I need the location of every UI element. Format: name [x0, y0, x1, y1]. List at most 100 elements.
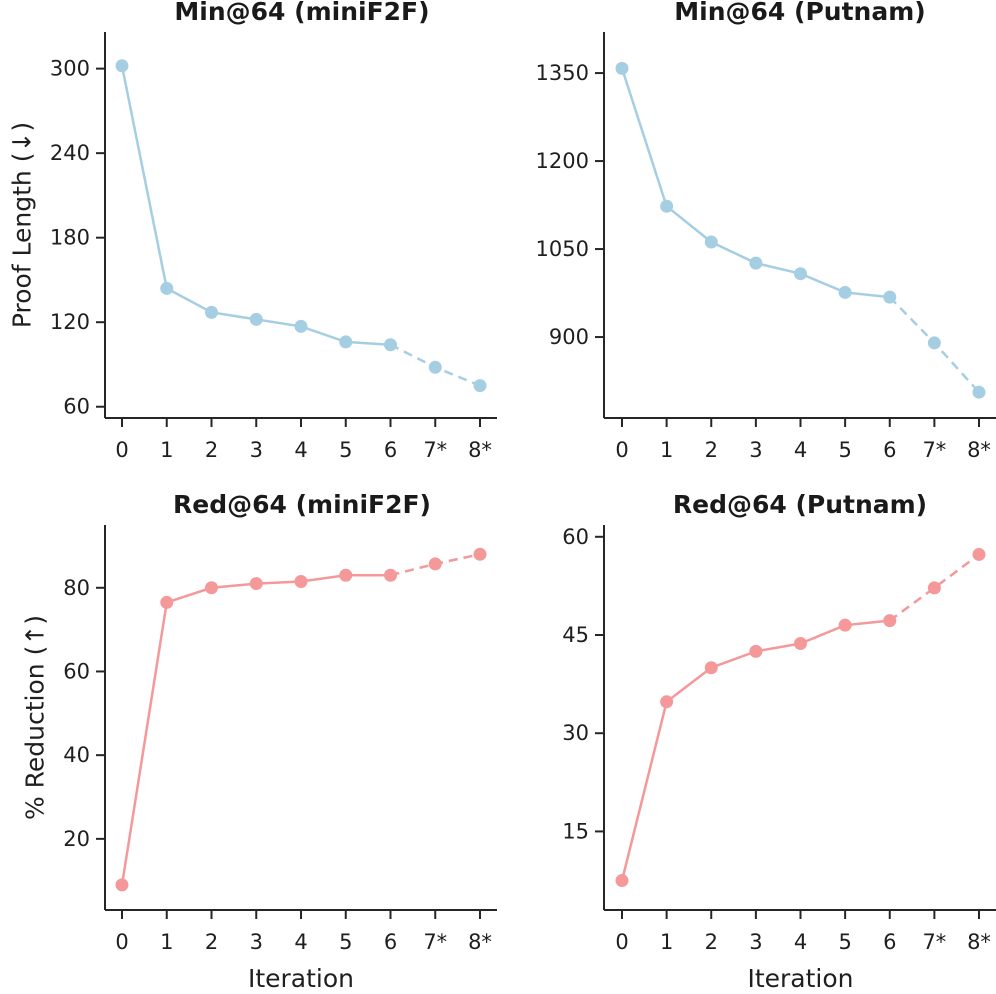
- data-point: [205, 581, 218, 595]
- y-tick-label: 45: [562, 623, 589, 647]
- y-tick-label: 1050: [536, 237, 589, 261]
- data-point: [339, 568, 353, 582]
- data-point: [205, 305, 218, 319]
- x-tick-label: 2: [705, 438, 718, 462]
- x-tick-label: 1: [660, 930, 673, 954]
- data-point: [249, 312, 263, 326]
- data-point: [160, 595, 174, 609]
- x-tick-label: 3: [250, 438, 263, 462]
- x-axis-label: Iteration: [747, 964, 853, 993]
- y-tick-label: 900: [549, 325, 589, 349]
- x-tick-label: 8*: [967, 930, 991, 954]
- x-tick-label: 6: [883, 930, 896, 954]
- series-line-solid: [120, 65, 391, 346]
- data-point: [294, 319, 308, 333]
- x-tick-label: 4: [794, 930, 807, 954]
- x-tick-label: 5: [339, 930, 352, 954]
- data-point: [384, 568, 397, 582]
- data-point: [339, 335, 353, 349]
- panel-title: Red@64 (Putnam): [673, 490, 927, 519]
- x-tick-label: 8*: [468, 438, 492, 462]
- data-point: [838, 285, 852, 299]
- x-tick-label: 5: [838, 438, 851, 462]
- x-tick-label: 0: [615, 438, 628, 462]
- x-tick-label: 5: [838, 930, 851, 954]
- x-tick-label: 6: [384, 438, 397, 462]
- x-tick-label: 5: [339, 438, 352, 462]
- x-tick-label: 4: [794, 438, 807, 462]
- x-tick-label: 8*: [967, 438, 991, 462]
- data-point: [115, 59, 129, 73]
- y-tick-label: 60: [562, 525, 589, 549]
- data-point: [794, 637, 807, 651]
- data-point: [428, 360, 442, 374]
- data-point: [972, 385, 986, 399]
- y-tick-label: 30: [562, 721, 589, 745]
- x-tick-label: 0: [115, 438, 128, 462]
- x-tick-label: 2: [205, 438, 218, 462]
- y-tick-label: 300: [50, 57, 90, 81]
- y-axis-label: % Reduction (↑): [21, 615, 50, 820]
- x-tick-label: 1: [660, 438, 673, 462]
- series-line-solid: [620, 619, 890, 881]
- y-tick-label: 15: [562, 819, 589, 843]
- x-tick-label: 6: [883, 438, 896, 462]
- data-point: [473, 547, 487, 561]
- y-tick-label: 1350: [536, 61, 589, 85]
- y-tick-label: 40: [63, 743, 90, 767]
- data-point: [883, 614, 897, 628]
- data-point: [384, 338, 397, 352]
- x-tick-label: 4: [294, 930, 307, 954]
- x-tick-label: 0: [115, 930, 128, 954]
- data-point: [615, 61, 629, 75]
- data-point: [660, 695, 674, 709]
- panel-min-minif2f: Min@64 (miniF2F) Proof Length (↓) 601201…: [8, 0, 497, 462]
- y-tick-label: 60: [63, 395, 90, 419]
- data-point: [428, 557, 442, 571]
- x-tick-label: 6: [384, 930, 397, 954]
- x-tick-label: 2: [705, 930, 718, 954]
- data-point: [927, 581, 941, 595]
- panel-title: Min@64 (Putnam): [674, 0, 925, 26]
- x-tick-label: 8*: [468, 930, 492, 954]
- x-tick-label: 7*: [423, 438, 447, 462]
- y-axis-label: Proof Length (↓): [8, 122, 37, 328]
- y-tick-label: 1200: [536, 149, 589, 173]
- data-point: [660, 199, 674, 213]
- x-tick-label: 3: [250, 930, 263, 954]
- x-tick-label: 3: [749, 930, 762, 954]
- series-line-dashed: [889, 553, 980, 622]
- data-point: [704, 661, 718, 675]
- data-point: [927, 336, 941, 350]
- panel-title: Red@64 (miniF2F): [173, 490, 431, 519]
- x-axis-label: Iteration: [248, 964, 354, 993]
- data-point: [473, 379, 487, 393]
- x-tick-label: 2: [205, 930, 218, 954]
- panel-title: Min@64 (miniF2F): [174, 0, 429, 26]
- x-tick-label: 7*: [423, 930, 447, 954]
- x-tick-label: 1: [160, 930, 173, 954]
- y-tick-label: 80: [63, 576, 90, 600]
- panel-red-minif2f: Red@64 (miniF2F) % Reduction (↑) Iterati…: [21, 490, 497, 993]
- y-tick-label: 20: [63, 827, 90, 851]
- data-point: [294, 574, 308, 588]
- data-point: [160, 281, 174, 295]
- x-tick-label: 0: [615, 930, 628, 954]
- y-tick-label: 120: [50, 310, 90, 334]
- data-point: [883, 290, 897, 304]
- data-point: [749, 256, 763, 270]
- x-tick-label: 7*: [922, 930, 946, 954]
- y-tick-label: 240: [50, 141, 90, 165]
- data-point: [972, 547, 986, 561]
- data-point: [749, 644, 763, 658]
- data-point: [615, 874, 629, 888]
- data-point: [704, 235, 718, 249]
- y-tick-label: 60: [63, 659, 90, 683]
- data-point: [838, 618, 852, 632]
- data-point: [115, 878, 129, 892]
- data-point: [794, 267, 807, 281]
- x-tick-label: 7*: [922, 438, 946, 462]
- series-line-solid: [120, 573, 391, 886]
